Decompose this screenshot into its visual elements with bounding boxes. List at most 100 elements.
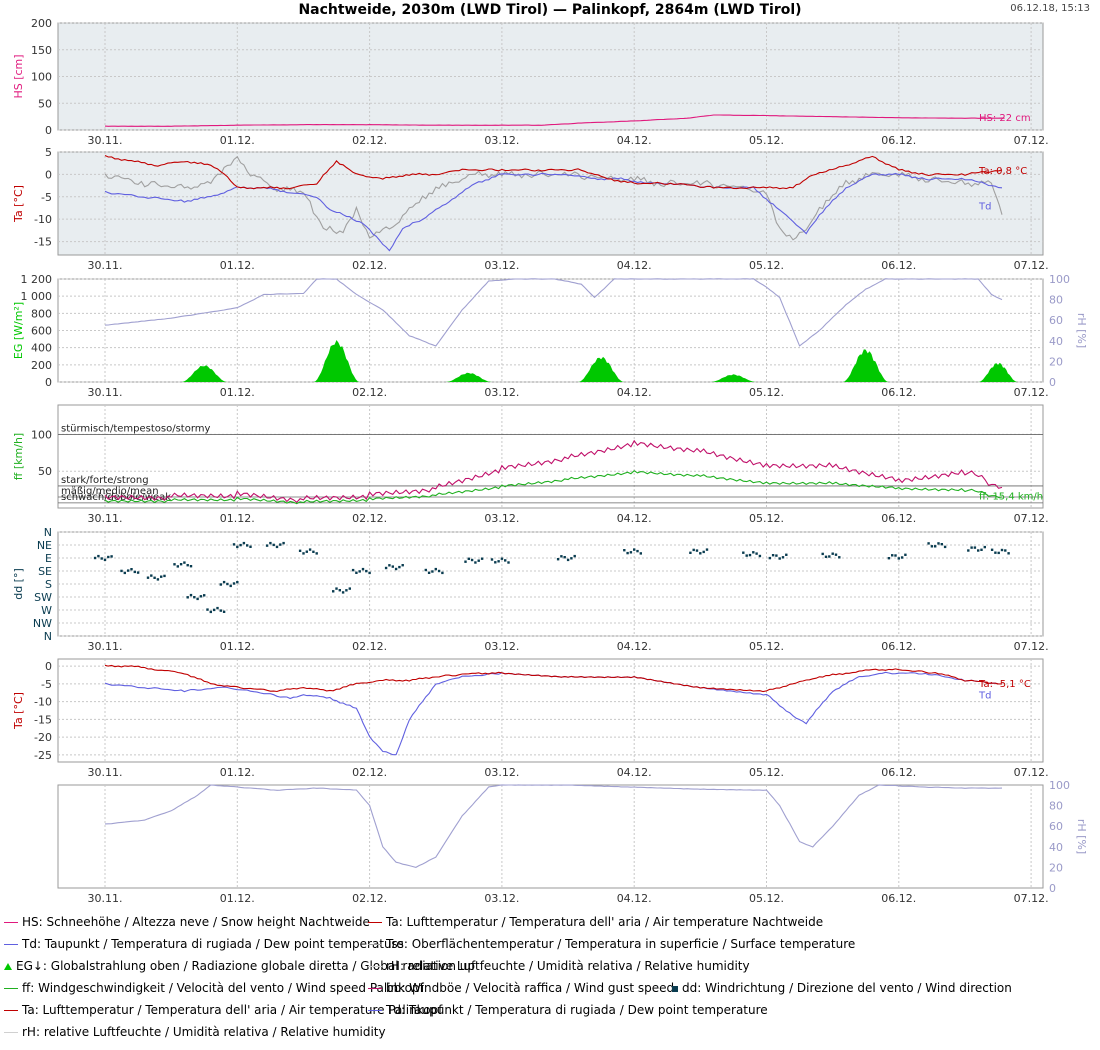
- series-dd-point: [107, 555, 110, 559]
- series-dd-point: [232, 543, 236, 546]
- y-axis-label: dd [°]: [12, 568, 25, 600]
- x-tick-label: 02.12.: [352, 766, 387, 779]
- threshold-label: stürmisch/tempestoso/stormy: [61, 423, 211, 434]
- series-end-label: Td: [978, 691, 991, 702]
- y-tick-label: -15: [34, 713, 52, 726]
- x-tick-label: 07.12.: [1014, 640, 1049, 653]
- series-dd-point: [123, 571, 126, 575]
- threshold-label: mäßig/medio/mean: [61, 486, 159, 497]
- x-tick-label: 02.12.: [352, 512, 387, 525]
- x-tick-label: 05.12.: [749, 892, 784, 905]
- y-tick-label: 200: [31, 17, 52, 30]
- series-dd-point: [193, 596, 196, 599]
- series-dd-point: [338, 589, 341, 592]
- series-dd-point: [500, 557, 504, 560]
- x-tick-label: 30.11.: [88, 766, 123, 779]
- x-tick-label: 01.12.: [220, 892, 255, 905]
- series-dd-point: [332, 590, 335, 593]
- series-ff-line: [104, 470, 1003, 505]
- series-dd-point: [940, 543, 943, 546]
- series-dd-point: [1004, 549, 1007, 552]
- series-dd-point: [990, 548, 994, 551]
- panel-eg: 30.11. 01.12. 02.12. 03.12. 04.12. 05.12. 06.1…: [12, 273, 1088, 399]
- series-dd-point: [556, 558, 560, 561]
- y-tick-label: 1 200: [21, 273, 53, 286]
- x-tick-label: 03.12.: [484, 259, 519, 272]
- series-dd-point: [781, 556, 785, 559]
- series-dd-point: [470, 558, 474, 562]
- y2-axis-label: rH [%]: [1075, 313, 1088, 348]
- x-tick-label: 07.12.: [1014, 512, 1049, 525]
- x-tick-label: 06.12.: [881, 259, 916, 272]
- series-ta-line: [104, 154, 1003, 190]
- y2-tick-label: 20: [1049, 861, 1063, 874]
- series-dd-point: [633, 548, 636, 551]
- line-swatch-icon: [368, 1010, 382, 1011]
- series-dd-point: [384, 566, 388, 570]
- series-dd-point: [351, 568, 355, 572]
- series-dd-point: [110, 555, 113, 558]
- series-dd-point: [828, 555, 831, 558]
- series-dd-point: [629, 551, 633, 554]
- x-tick-label: 07.12.: [1014, 892, 1049, 905]
- x-tick-label: 01.12.: [220, 386, 255, 399]
- series-dd-point: [216, 606, 219, 610]
- series-dd-point: [970, 546, 973, 549]
- series-dd-point: [176, 565, 179, 568]
- y2-tick-label: 100: [1049, 779, 1070, 792]
- chart-panels: 30.11. 01.12. 02.12. 03.12. 04.12. 05.12. 06.1…: [12, 17, 1088, 905]
- series-dd-point: [249, 545, 252, 548]
- series-dd-point: [973, 546, 977, 549]
- y-tick-label: 150: [31, 44, 52, 57]
- series-dd-point: [153, 576, 156, 579]
- series-dd-point: [275, 545, 279, 549]
- series-dd-point: [937, 542, 940, 545]
- series-rh-line: [104, 278, 1003, 347]
- series-dd-point: [93, 556, 97, 560]
- series-dd-point: [130, 568, 133, 571]
- y2-tick-label: 40: [1049, 841, 1063, 854]
- series-dd-point: [229, 584, 232, 588]
- chart-title: Nachtweide, 2030m (LWD Tirol) — Palinkop…: [298, 2, 802, 18]
- legend-item: EG↓: Globalstrahlung oben / Radiazione g…: [4, 959, 475, 977]
- x-tick-label: 30.11.: [88, 892, 123, 905]
- series-dd-point: [967, 549, 970, 552]
- panel-dd: 30.11. 01.12. 02.12. 03.12. 04.12. 05.12. 06.1…: [12, 526, 1049, 653]
- y2-tick-label: 100: [1049, 273, 1070, 286]
- x-tick-label: 02.12.: [352, 259, 387, 272]
- x-tick-label: 06.12.: [881, 134, 916, 147]
- legend-label: dd: Windrichtung / Direzione del vento /…: [682, 981, 1012, 995]
- series-dd-point: [570, 557, 573, 560]
- series-dd-point: [232, 582, 236, 585]
- series-dd-point: [431, 570, 434, 573]
- y2-tick-label: 40: [1049, 335, 1063, 348]
- series-dd-point: [160, 575, 163, 578]
- x-tick-label: 05.12.: [749, 259, 784, 272]
- series-dd-point: [904, 553, 907, 556]
- series-dd-point: [464, 560, 467, 563]
- legend-label: Ta: Lufttemperatur / Temperatura dell' a…: [386, 915, 824, 929]
- series-dd-point: [424, 568, 427, 572]
- series-dd-point: [497, 560, 500, 563]
- legend-label: Td: Taupunkt / Temperatura di rugiada / …: [22, 937, 404, 951]
- x-tick-label: 06.12.: [881, 892, 916, 905]
- series-dd-point: [821, 552, 824, 556]
- series-dd-point: [900, 556, 904, 559]
- y2-tick-label: 60: [1049, 820, 1063, 833]
- series-dd-point: [560, 555, 563, 558]
- x-tick-label: 04.12.: [617, 892, 652, 905]
- series-dd-point: [768, 556, 771, 560]
- series-dd-point: [745, 554, 748, 557]
- y-tick-label: S: [45, 578, 52, 591]
- series-dd-point: [983, 545, 986, 549]
- y-tick-label: -5: [41, 678, 52, 691]
- series-rh-line: [104, 784, 1003, 868]
- series-dd-point: [490, 558, 494, 561]
- y-axis-label: Ta [°C]: [12, 185, 25, 223]
- series-dd-point: [361, 567, 365, 571]
- panel-ff: 30.11. 01.12. 02.12. 03.12. 04.12. 05.12. 06.1…: [12, 404, 1049, 525]
- series-eg-area: [445, 372, 492, 382]
- legend-label: rH: relative Luftfeuchte / Umidità relat…: [386, 959, 750, 973]
- y-tick-label: 50: [38, 465, 52, 478]
- x-tick-label: 03.12.: [484, 892, 519, 905]
